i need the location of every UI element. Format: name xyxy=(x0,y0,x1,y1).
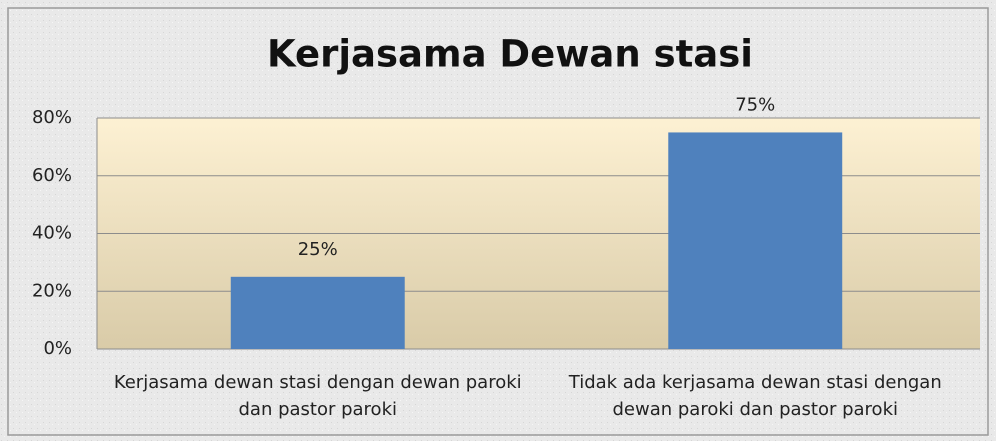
y-tick-label: 60% xyxy=(32,165,72,186)
x-tick-label: Kerjasama dewan stasi dengan dewan parok… xyxy=(113,372,522,420)
data-label: 25% xyxy=(298,239,338,260)
y-tick-label: 0% xyxy=(43,338,72,359)
bar xyxy=(668,132,843,349)
y-tick-label: 40% xyxy=(32,223,72,244)
chart-border xyxy=(7,7,989,436)
y-tick-label: 80% xyxy=(32,107,72,128)
y-tick-label: 20% xyxy=(32,280,72,301)
x-tick-label: Tidak ada kerjasama dewan stasi dengan d… xyxy=(568,372,942,420)
data-label: 75% xyxy=(735,94,775,115)
chart-title: Kerjasama Dewan stasi xyxy=(267,33,753,76)
bar xyxy=(230,276,405,349)
